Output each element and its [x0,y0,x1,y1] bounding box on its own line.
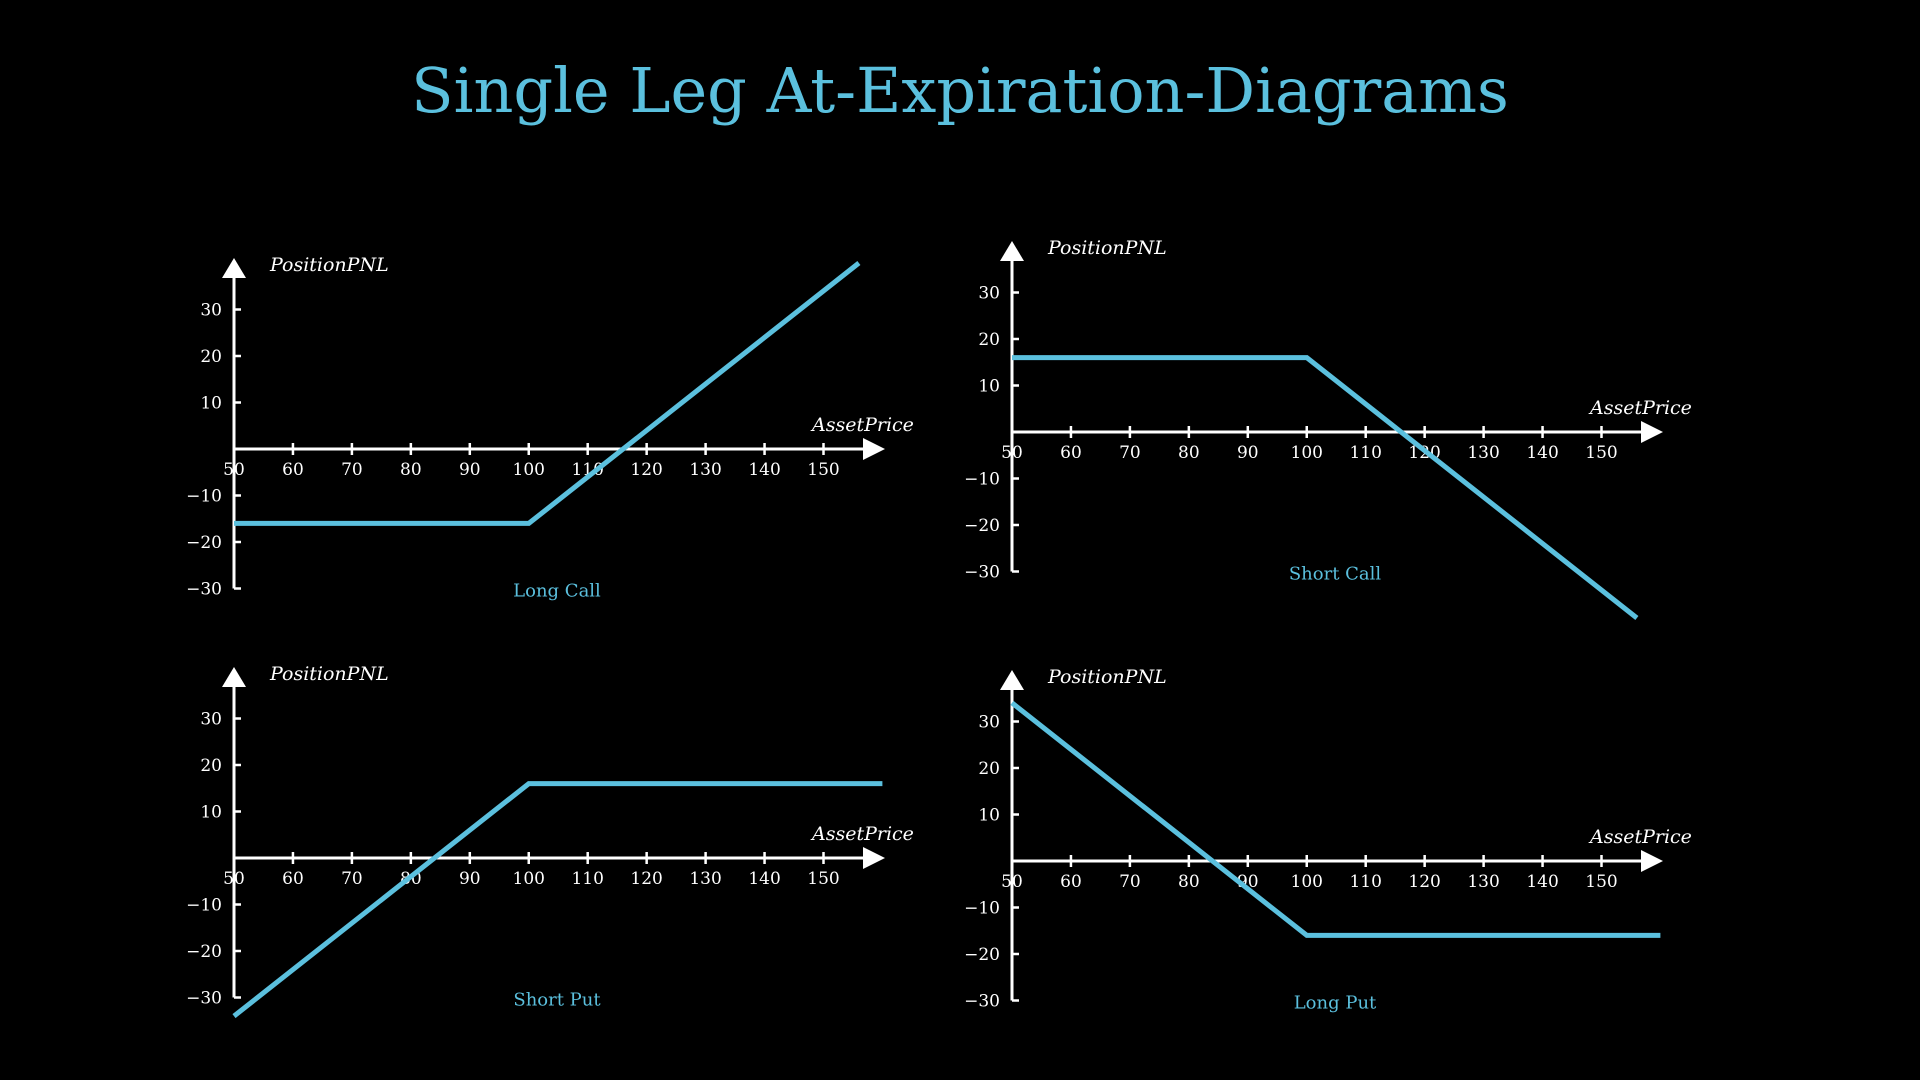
y-axis-arrowhead [222,258,246,278]
x-axis-arrowhead [863,438,885,460]
panel-caption: Long Call [513,581,601,602]
y-tick-label: 30 [978,713,1000,733]
y-tick-label: −30 [964,992,1000,1012]
panel-caption: Long Put [1294,993,1377,1014]
y-tick-label: 30 [200,710,222,730]
x-tick-label: 110 [1349,443,1381,463]
x-tick-label: 90 [459,460,481,480]
panel-caption: Short Call [1289,564,1382,585]
y-axis-label: PositionPNL [1047,237,1167,259]
chart-short-call: 50 60 70 80 90 100 110 120 130 140 150−30−20−10102… [964,237,1692,620]
x-tick-label: 110 [1349,872,1381,892]
y-tick-label: −30 [186,580,222,600]
x-tick-label: 100 [1291,872,1323,892]
chart-short-put: 50 60 70 80 90 100 110 120 130 140 150−30−20−10102… [186,663,914,1019]
x-tick-label: 70 [1119,443,1141,463]
x-tick-label: 140 [748,460,780,480]
y-tick-label: −20 [186,533,222,553]
x-tick-label: 130 [1467,443,1499,463]
y-tick-label: −10 [186,896,222,916]
y-tick-label: −30 [186,989,222,1009]
x-tick-label: 120 [1408,872,1440,892]
x-tick-label: 100 [1291,443,1323,463]
chart-long-call: 50 60 70 80 90 100 110 120 130 140 150 −30 −20 −10 10 2… [186,254,914,602]
y-axis-label: PositionPNL [269,663,389,685]
x-tick-label: 120 [630,869,662,889]
x-tick-label: 70 [341,460,363,480]
y-tick-label: −10 [186,487,222,507]
x-tick-label: 130 [1467,872,1499,892]
payoff-line [1010,700,1661,938]
x-axis-arrowhead [863,847,885,869]
figure-title: Single Leg At-Expiration-Diagrams [411,54,1509,127]
x-tick-label: 50 [1001,872,1023,892]
chart-long-put: 50 60 70 80 90 100 110 120 130 140 150−30−20−10102… [964,666,1692,1014]
x-tick-label: 150 [807,460,839,480]
x-tick-label: 80 [400,460,422,480]
x-tick-label: 90 [1237,443,1259,463]
x-axis-arrowhead [1641,421,1663,443]
x-tick-label: 50 [223,460,245,480]
y-axis-label: PositionPNL [1047,666,1167,688]
payoff-line [232,781,883,1019]
y-tick-label: −20 [964,516,1000,536]
x-tick-label: 50 [1001,443,1023,463]
x-tick-label: 90 [459,869,481,889]
x-tick-label: 140 [1526,443,1558,463]
payoff-line [1012,355,1639,620]
x-tick-label: 60 [1060,872,1082,892]
y-tick-label: 30 [200,301,222,321]
y-tick-label: −10 [964,470,1000,490]
x-axis-label: AssetPrice [810,414,914,436]
y-tick-label: −20 [964,945,1000,965]
y-tick-label: 20 [978,759,1000,779]
x-tick-label: 150 [1585,443,1617,463]
x-tick-label: 80 [1178,443,1200,463]
x-tick-label: 130 [689,869,721,889]
x-tick-label: 70 [341,869,363,889]
x-tick-label: 150 [807,869,839,889]
y-axis-label: PositionPNL [269,254,389,276]
y-tick-label: 10 [200,803,222,823]
y-tick-label: 10 [978,806,1000,826]
x-tick-label: 70 [1119,872,1141,892]
x-tick-label: 150 [1585,872,1617,892]
x-tick-label: 100 [513,869,545,889]
chart-panels: 50 60 70 80 90 100 110 120 130 140 150 −30 −20 −10 10 2… [186,237,1692,1019]
x-axis-label: AssetPrice [1588,826,1692,848]
y-tick-label: 20 [200,756,222,776]
x-tick-label: 110 [571,460,603,480]
x-tick-label: 50 [223,869,245,889]
x-tick-label: 140 [1526,872,1558,892]
x-tick-label: 100 [513,460,545,480]
y-tick-label: 10 [200,394,222,414]
y-tick-label: 20 [978,330,1000,350]
y-axis-arrowhead [1000,241,1024,261]
x-tick-label: 120 [630,460,662,480]
x-tick-label: 110 [571,869,603,889]
x-tick-label: 80 [1178,872,1200,892]
x-tick-label: 130 [689,460,721,480]
x-tick-label: 60 [282,460,304,480]
panel-caption: Short Put [513,990,601,1011]
x-tick-label: 140 [748,869,780,889]
y-tick-label: −20 [186,942,222,962]
y-tick-label: 30 [978,284,1000,304]
x-tick-label: 60 [282,869,304,889]
payoff-line [234,261,861,526]
y-tick-label: −10 [964,899,1000,919]
x-axis-label: AssetPrice [810,823,914,845]
x-tick-label: 60 [1060,443,1082,463]
x-axis-arrowhead [1641,850,1663,872]
y-axis-arrowhead [222,667,246,687]
y-tick-label: 20 [200,347,222,367]
x-axis-label: AssetPrice [1588,397,1692,419]
y-axis-arrowhead [1000,670,1024,690]
y-tick-label: −30 [964,563,1000,583]
y-tick-label: 10 [978,377,1000,397]
